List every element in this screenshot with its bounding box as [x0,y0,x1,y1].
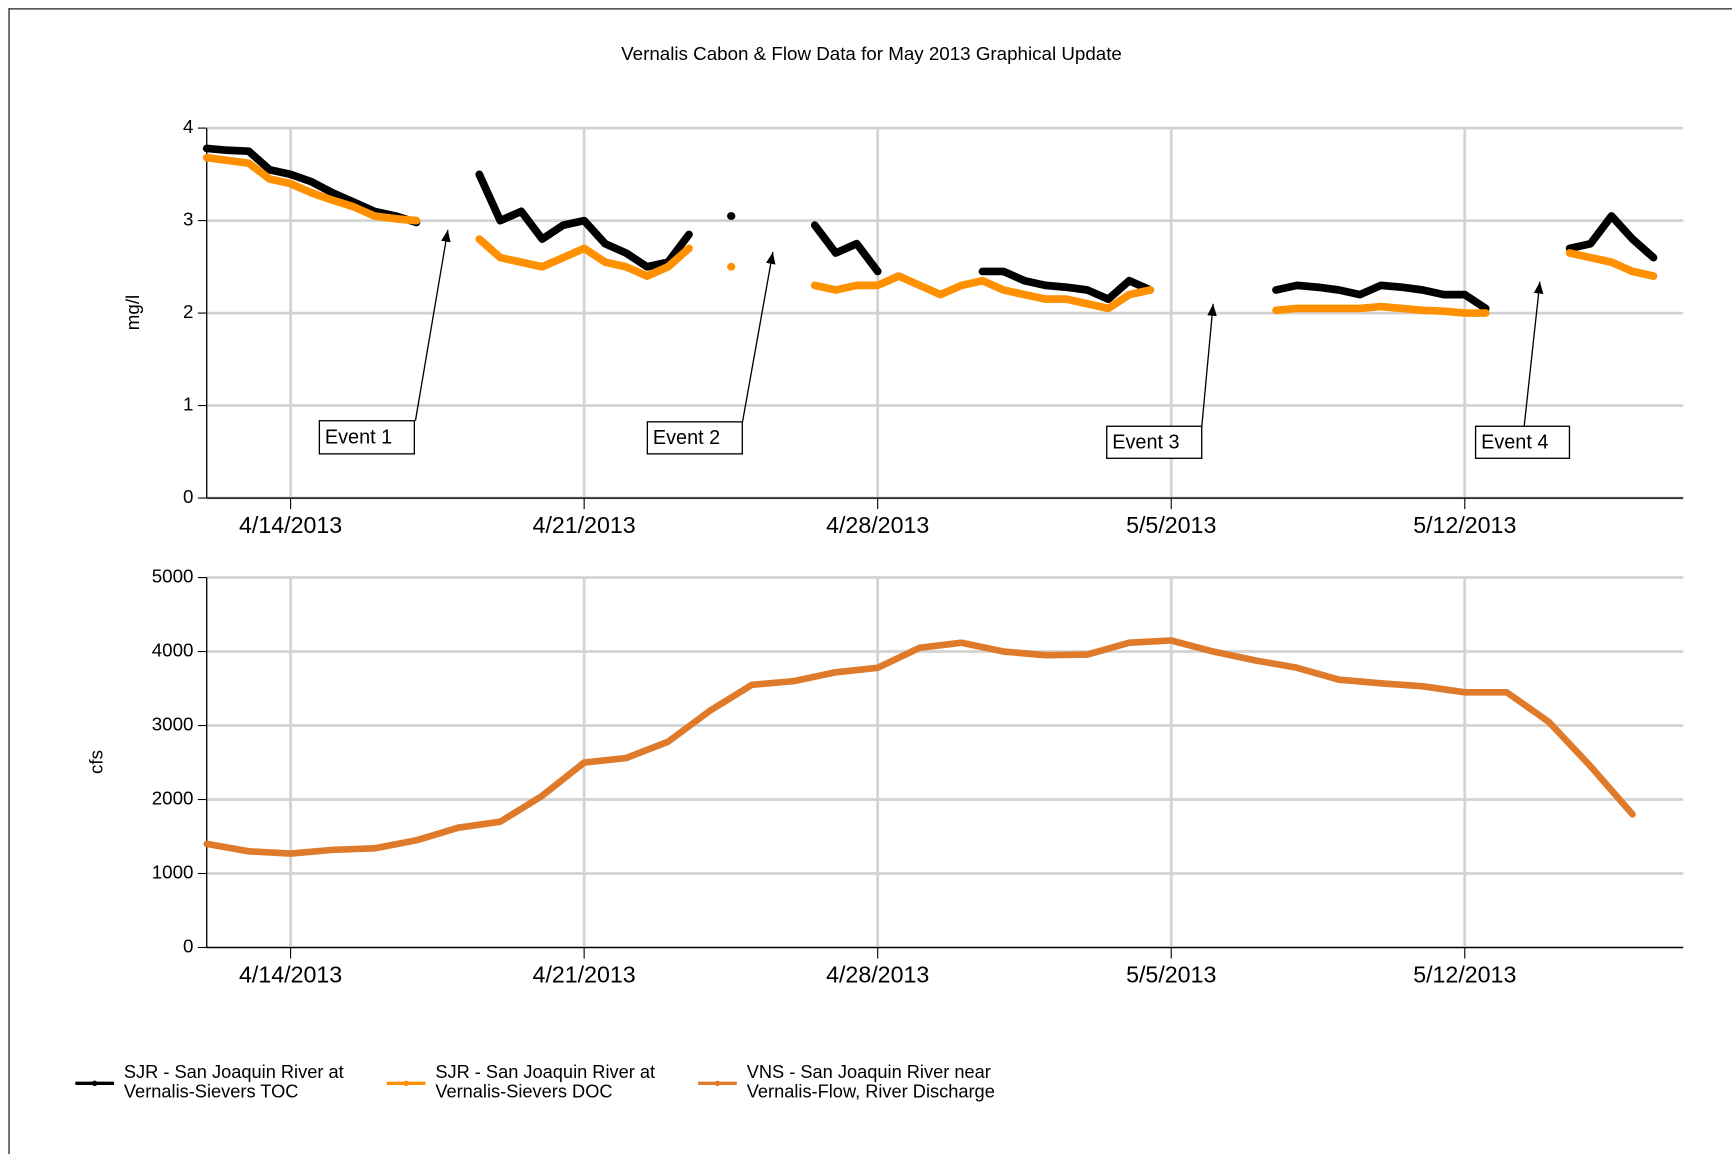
x-tick-label: 5/5/2013 [1126,961,1216,987]
legend-label: SJR - San Joaquin River at Vernalis-Siev… [435,1062,656,1103]
x-tick-label: 4/21/2013 [533,512,636,538]
x-tick-label: 4/28/2013 [826,961,929,987]
legend-label: SJR - San Joaquin River at Vernalis-Siev… [123,1062,344,1103]
chart-title: Vernalis Cabon & Flow Data for May 2013 … [621,43,1122,64]
y-tick-label: 0 [183,486,193,507]
legend-entry: VNS - San Joaquin River near Vernalis-Fl… [746,1062,995,1103]
y-tick-label: 3 [183,209,193,230]
annotation-box [646,421,743,455]
frame [8,8,1732,1154]
annotation-box [1474,425,1571,459]
annotation-arrow [414,229,451,421]
y-tick-label: 4000 [152,639,194,660]
annotation-label: Event 4 [1481,432,1548,454]
y-tick-label: 2 [183,301,193,322]
data-line [202,153,1658,317]
x-tick-label: 4/28/2013 [826,512,929,538]
y-axis-label: cfs [85,750,106,774]
y-tick-label: 0 [183,935,193,956]
annotation-label: Event 2 [653,427,720,449]
y-tick-label: 1000 [152,861,194,882]
annotation-box [1106,425,1203,459]
y-tick-label: 1 [183,394,193,415]
y-tick-label: 2000 [152,787,194,808]
data-line [202,144,1658,313]
legend-label: VNS - San Joaquin River near Vernalis-Fl… [746,1062,995,1103]
legend-marker [91,1080,98,1087]
y-tick-label: 3000 [152,713,194,734]
x-tick-label: 4/21/2013 [533,961,636,987]
legend-marker [714,1080,721,1087]
annotation-arrow [1201,303,1217,428]
annotation-label: Event 3 [1112,432,1179,454]
annotation-arrow [1523,281,1544,427]
annotation-arrow [741,251,776,424]
y-tick-label: 5000 [152,566,194,587]
legend-marker [403,1080,409,1087]
legend-entry: SJR - San Joaquin River at Vernalis-Siev… [435,1062,656,1103]
x-tick-label: 5/12/2013 [1413,512,1516,538]
legend-entry: SJR - San Joaquin River at Vernalis-Siev… [123,1062,344,1103]
y-axis-label: mg/l [122,295,143,330]
annotation-box [318,420,416,455]
x-tick-label: 5/12/2013 [1413,961,1516,987]
x-tick-label: 4/14/2013 [239,512,342,538]
x-tick-label: 4/14/2013 [239,961,342,987]
y-tick-label: 4 [183,116,193,137]
x-tick-label: 5/5/2013 [1126,512,1216,538]
annotation-label: Event 1 [325,427,392,449]
data-line [203,637,1636,857]
